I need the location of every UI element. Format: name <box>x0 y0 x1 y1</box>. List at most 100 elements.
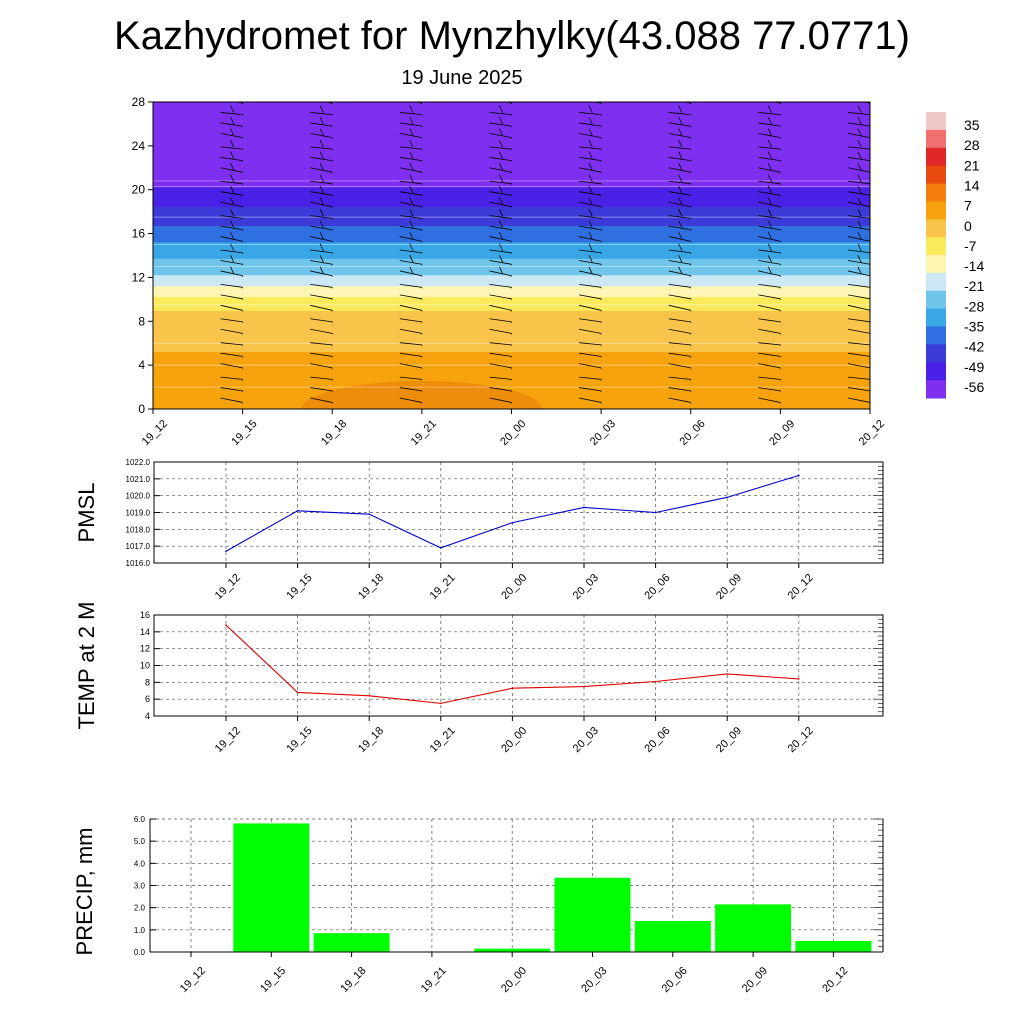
x-tick-label: 19_12 <box>213 725 243 755</box>
wind-barb <box>310 363 333 369</box>
wind-barb <box>668 215 691 219</box>
temperature-band <box>153 239 870 243</box>
wind-barb <box>668 318 691 323</box>
x-tick-label: 20_09 <box>714 725 744 755</box>
wind-barb <box>220 156 243 162</box>
wind-barb <box>310 180 333 185</box>
temperature-band <box>153 118 870 122</box>
wind-barb-flag <box>499 232 504 240</box>
wind-barb <box>310 294 333 300</box>
colorbar-label: -7 <box>964 238 977 254</box>
wind-barb <box>220 352 243 357</box>
wind-barb-flag <box>319 151 324 159</box>
wind-barb <box>310 156 333 162</box>
x-tick-label: 19_18 <box>356 572 386 602</box>
x-tick-label: 19_15 <box>284 572 314 602</box>
wind-barb <box>579 167 602 173</box>
wind-barb <box>489 112 512 116</box>
wind-barb-flag <box>678 266 683 274</box>
wind-barb <box>847 387 870 392</box>
warm-core <box>301 381 542 409</box>
wind-barb-flag <box>768 94 771 101</box>
wind-barb-flag <box>678 255 683 263</box>
wind-barb <box>489 132 512 139</box>
wind-barb <box>399 112 422 116</box>
wind-barb <box>399 156 422 162</box>
wind-barb <box>310 225 333 231</box>
wind-barb-flag <box>767 139 772 148</box>
wind-barb-flag <box>499 105 504 113</box>
temperature-band <box>153 296 870 300</box>
y-tick-label: 12 <box>132 270 146 284</box>
x-tick-label: 20_03 <box>579 965 609 995</box>
wind-barb-flag <box>319 186 324 194</box>
wind-barb-flag <box>588 174 593 182</box>
wind-barb <box>758 376 781 380</box>
wind-barb-flag <box>678 220 683 228</box>
wind-barb <box>579 294 602 300</box>
wind-barb <box>579 270 602 277</box>
wind-barb-flag <box>857 151 862 159</box>
wind-barb <box>579 249 602 254</box>
wind-barb <box>758 342 781 346</box>
temperature-band <box>153 241 870 246</box>
wind-barb <box>758 215 781 219</box>
x-tick-label: 20_06 <box>660 965 690 995</box>
wind-barb-flag <box>141 198 144 205</box>
wind-barb <box>220 146 243 150</box>
wind-barb <box>310 352 333 357</box>
wind-barb <box>310 191 333 196</box>
colorbar-swatch <box>926 129 946 149</box>
temperature-band <box>153 219 870 224</box>
colorbar-label: 35 <box>964 117 980 133</box>
temperature-band <box>153 307 870 311</box>
wind-barb <box>579 225 602 231</box>
wind-barb <box>153 355 154 357</box>
wind-barb-flag <box>588 255 593 263</box>
pmsl-panel: 1016.0 1017.0 1018.0 1019.0 1020.0 1021.0 1022… <box>74 458 884 602</box>
wind-barb <box>399 318 422 323</box>
colorbar-label: -28 <box>964 298 984 314</box>
wind-barb <box>668 225 691 231</box>
wind-barb <box>153 286 154 288</box>
wind-barb <box>220 363 243 369</box>
temperature-band <box>153 304 870 309</box>
wind-barb <box>758 363 781 369</box>
temperature-band <box>153 162 870 166</box>
wind-barb <box>399 122 422 127</box>
wind-barb <box>579 387 602 392</box>
wind-barb <box>399 270 422 277</box>
colorbar-swatch <box>926 308 946 327</box>
wind-barb <box>399 342 422 346</box>
wind-barb <box>310 249 333 254</box>
temperature-band <box>153 173 870 177</box>
data-point <box>654 511 657 514</box>
wind-barb <box>489 270 512 277</box>
temperature-band <box>153 184 870 188</box>
wind-barb-flag <box>319 128 324 136</box>
wind-barb <box>847 215 870 219</box>
data-point <box>296 691 299 694</box>
wind-barb <box>579 191 602 196</box>
wind-barb <box>758 397 781 403</box>
wind-barb <box>153 263 154 265</box>
wind-barb-flag <box>230 186 235 194</box>
temperature-band <box>153 145 870 150</box>
wind-barb <box>579 156 602 162</box>
y-tick-label: 3.0 <box>134 882 146 891</box>
wind-barb-flag <box>857 174 862 182</box>
wind-barb-flag <box>678 209 683 217</box>
data-point <box>296 510 299 512</box>
wind-barb <box>579 328 602 334</box>
temperature-band <box>153 203 870 207</box>
temperature-band <box>153 132 870 136</box>
wind-barb <box>220 260 243 265</box>
temperature-band <box>153 356 870 361</box>
wind-barb <box>579 318 602 323</box>
temperature-band <box>153 351 870 355</box>
wind-barb <box>668 156 691 162</box>
precip-bar <box>474 948 551 952</box>
wind-barb-flag <box>230 220 235 228</box>
temperature-band <box>153 165 870 169</box>
wind-barb <box>847 318 870 323</box>
